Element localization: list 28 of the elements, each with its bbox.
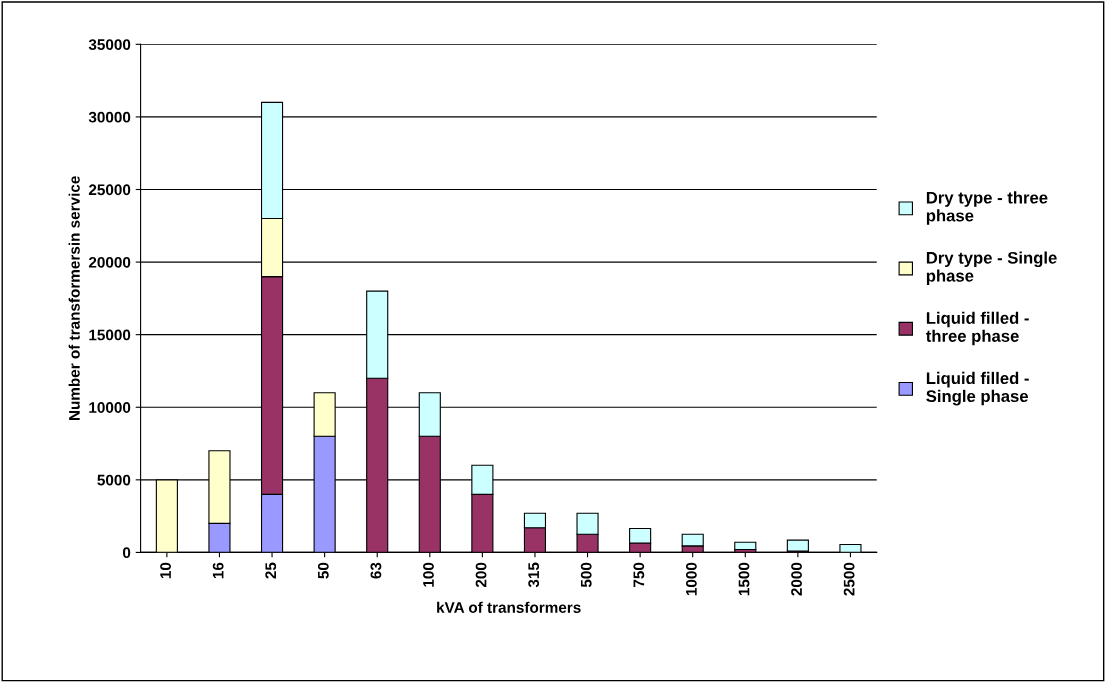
x-tick-label: 16 (212, 562, 224, 579)
y-tick-label: 20000 (88, 256, 131, 268)
y-tick-label: 10000 (89, 402, 131, 413)
y-axis-title: Number of transformersin service (68, 176, 80, 421)
x-tick-label: 10 (160, 562, 171, 579)
legend-label: Liquid filled - three phase (925, 311, 1029, 346)
y-tick-label: 5000 (97, 474, 131, 486)
x-tick-label: 1000 (685, 562, 697, 596)
x-tick-label: 50 (317, 562, 329, 579)
x-tick-label: 1500 (738, 562, 750, 596)
x-tick-label: 200 (475, 562, 487, 588)
x-tick-label: 750 (633, 562, 645, 587)
x-tick-label: 25 (265, 562, 277, 579)
y-tick-label: 25000 (88, 184, 131, 196)
y-tick-label: 15000 (89, 329, 131, 341)
legend-label: Liquid filled - Single phase (926, 371, 1029, 406)
x-tick-label: 500 (580, 562, 592, 588)
x-tick-label: 2000 (791, 562, 802, 596)
x-tick-label: 100 (423, 562, 434, 587)
y-tick-label: 30000 (88, 111, 131, 123)
x-axis-title: kVA of transformers (437, 601, 581, 613)
y-tick-label: 0 (122, 547, 131, 559)
legend-label: Dry type - three phase (926, 191, 1048, 225)
y-tick-label: 35000 (88, 39, 131, 51)
x-tick-label: 63 (370, 562, 382, 579)
legend-label: Dry type - Single phase (926, 251, 1057, 286)
x-tick-label: 2500 (843, 562, 855, 596)
x-tick-label: 315 (528, 562, 540, 588)
